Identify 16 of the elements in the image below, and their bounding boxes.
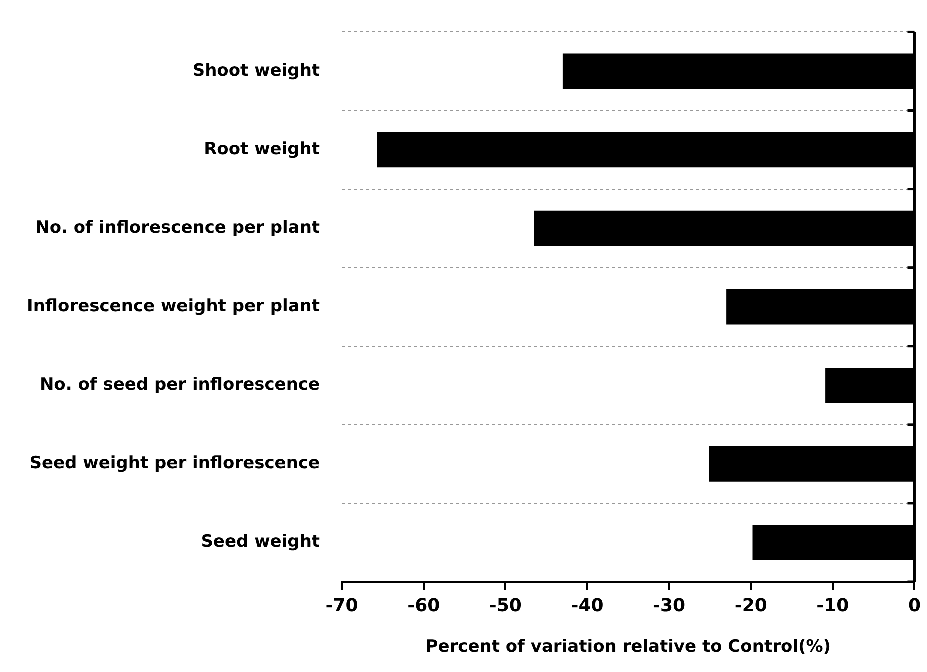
x-tick-label: 0 (908, 595, 922, 616)
x-tick-label: -50 (489, 595, 522, 616)
x-tick-label: -70 (326, 595, 358, 616)
y-tick-label: Root weight (204, 139, 320, 160)
y-tick-label: Shoot weight (192, 60, 320, 81)
y-tick-label: Seed weight per inflorescence (30, 454, 320, 474)
y-tick-label: Seed weight (201, 532, 320, 552)
y-tick-label: No. of seed per inflorescence (40, 375, 320, 396)
x-tick-label: -10 (816, 595, 850, 616)
x-tick-label: -60 (408, 595, 440, 616)
y-tick-label: No. of inflorescence per plant (36, 218, 320, 238)
x-tick-label: -30 (653, 595, 686, 616)
x-axis-title: Percent of variation relative to Control(%) (426, 637, 832, 658)
y-tick-label: Inflorescence weight per plant (26, 296, 320, 317)
x-tick-label: -20 (734, 595, 768, 616)
x-tick-label: -40 (571, 595, 604, 616)
